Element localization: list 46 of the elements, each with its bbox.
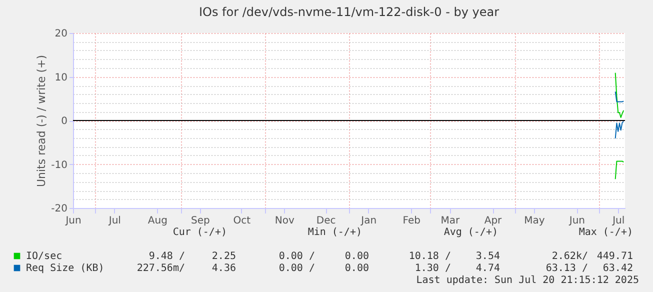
y-axis-title: Units read (-) / write (+) [35, 54, 48, 188]
chart-title: IOs for /dev/vds-nvme-11/vm-122-disk-0 - by year [198, 5, 500, 19]
text: 449.71 [596, 251, 633, 262]
x-tick-label: Jul [108, 216, 121, 226]
x-tick-label: Dec [316, 216, 336, 226]
text: 2.62k/ [552, 251, 588, 262]
text: 63.42 [602, 263, 633, 274]
x-tick-label: Apr [484, 216, 503, 226]
x-tick-label: Oct [233, 216, 251, 226]
x-tick-label: Aug [148, 216, 168, 226]
text: Last update: Sun Jul 20 21:15:12 2025 [416, 275, 639, 286]
text: 0.00 [344, 251, 369, 262]
text: 0.00 / [278, 263, 315, 274]
text: Avg (-/+) [444, 227, 498, 238]
y-tick-label: -10 [51, 160, 68, 171]
x-tick-label: Feb [402, 216, 420, 226]
text: 227.56m/ [136, 263, 185, 274]
text: 4.74 [476, 263, 500, 274]
text: 63.13 / [546, 263, 588, 274]
text: 10.18 / [408, 251, 451, 262]
y-tick-label: 10 [54, 72, 68, 84]
x-tick-label: Sep [191, 216, 210, 226]
x-tick-label: Jul [612, 216, 625, 226]
x-tick-label: Jun [64, 216, 82, 226]
line-series [614, 72, 624, 118]
text: 3.54 [476, 251, 500, 262]
text: Min (-/+) [308, 227, 362, 238]
x-tick-label: Jan [360, 216, 377, 226]
x-tick-label: Jun [568, 216, 586, 226]
legend-label: Req Size (KB) [26, 263, 104, 274]
text: 2.25 [212, 251, 236, 262]
x-tick-label: Nov [274, 216, 294, 226]
y-tick-label: 20 [54, 28, 68, 40]
text: 0.00 [344, 263, 369, 274]
text: 9.48 / [148, 251, 185, 262]
text: Max (-/+) [578, 227, 633, 238]
x-tick-label: Mar [440, 216, 461, 226]
text: 1.30 / [414, 263, 451, 274]
text: 0.00 / [278, 251, 315, 262]
y-tick-label: -20 [51, 204, 68, 214]
y-tick-label: 0 [61, 116, 68, 127]
text: 4.36 [212, 263, 236, 274]
x-tick-label: May [524, 216, 545, 226]
line-series [614, 120, 624, 139]
text: Cur (-/+) [172, 227, 227, 238]
legend-label: IO/sec [26, 251, 62, 262]
